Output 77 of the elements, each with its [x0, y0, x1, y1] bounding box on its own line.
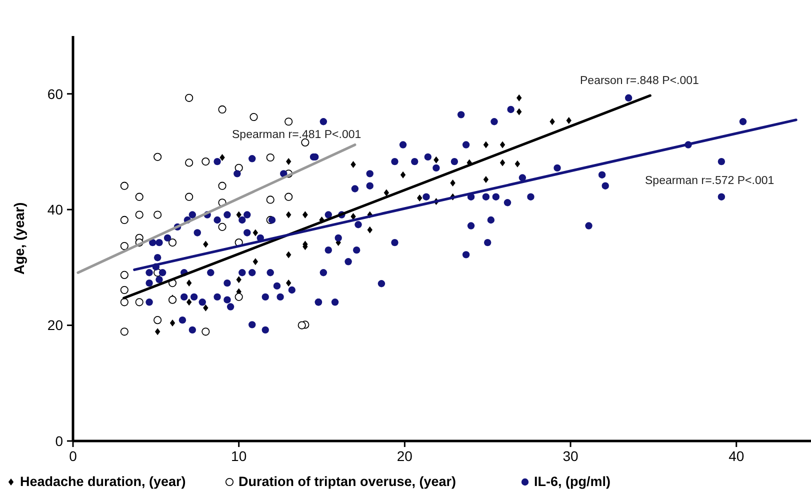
point — [284, 192, 293, 201]
point — [154, 210, 162, 219]
point — [514, 160, 520, 168]
point — [286, 158, 292, 166]
point — [400, 171, 406, 178]
legend-label: Duration of triptan overuse, (year) — [238, 474, 456, 489]
x-tick-label: 20 — [396, 448, 413, 464]
point — [286, 280, 292, 287]
point — [500, 141, 506, 148]
x-tick-label: 30 — [562, 448, 579, 464]
point — [298, 321, 306, 330]
y-tick-label: 20 — [47, 317, 64, 334]
point — [120, 286, 128, 294]
point — [516, 108, 522, 116]
point — [550, 118, 555, 126]
point — [202, 158, 210, 166]
x-tick-label: 0 — [69, 448, 78, 464]
point — [218, 182, 226, 190]
point — [384, 189, 390, 196]
point — [236, 276, 242, 284]
point — [135, 298, 144, 306]
point — [120, 270, 128, 279]
point — [168, 238, 177, 247]
point — [203, 304, 208, 312]
y-axis-title: Age, (year) — [11, 202, 27, 275]
point — [120, 298, 128, 306]
point — [185, 192, 194, 201]
point — [450, 179, 456, 186]
point — [286, 211, 292, 218]
point — [284, 118, 293, 126]
y-tick-label: 0 — [55, 432, 64, 449]
y-tick-label: 40 — [47, 201, 64, 218]
point — [203, 240, 208, 248]
point — [350, 160, 356, 168]
point — [220, 154, 225, 161]
point — [417, 194, 422, 202]
point — [135, 192, 144, 201]
point — [185, 158, 194, 167]
point — [266, 196, 274, 204]
point — [516, 94, 522, 102]
point — [367, 226, 372, 234]
point — [202, 328, 210, 336]
point — [566, 116, 572, 124]
point — [154, 316, 162, 324]
point — [120, 216, 128, 224]
point — [301, 138, 310, 147]
legend-label: Headache duration, (year) — [20, 474, 186, 489]
annotation: Pearson r=.848 P<.001 — [580, 75, 699, 88]
point — [154, 328, 160, 336]
point — [218, 105, 226, 114]
point — [483, 141, 489, 148]
point — [135, 210, 144, 219]
point — [266, 153, 274, 162]
point — [185, 94, 194, 102]
point — [286, 251, 292, 258]
x-tick-label: 40 — [728, 448, 744, 464]
point — [236, 211, 242, 218]
point — [434, 156, 439, 164]
point — [250, 112, 258, 122]
point — [186, 280, 192, 287]
point — [252, 258, 258, 266]
point — [234, 292, 243, 301]
point — [120, 182, 128, 190]
point — [120, 328, 128, 336]
point — [154, 152, 162, 161]
annotation: Spearman r=.481 P<.001 — [232, 129, 362, 142]
point — [483, 176, 489, 183]
annotation: Spearman r=.572 P<.001 — [645, 175, 774, 188]
y-tick-label: 60 — [47, 86, 64, 102]
x-tick-label: 10 — [231, 448, 247, 464]
point — [500, 159, 506, 166]
point — [252, 229, 258, 236]
point — [218, 222, 226, 231]
point — [120, 242, 128, 250]
legend-label: IL-6, (pg/ml) — [534, 474, 610, 489]
point — [170, 319, 176, 326]
point — [186, 298, 192, 306]
